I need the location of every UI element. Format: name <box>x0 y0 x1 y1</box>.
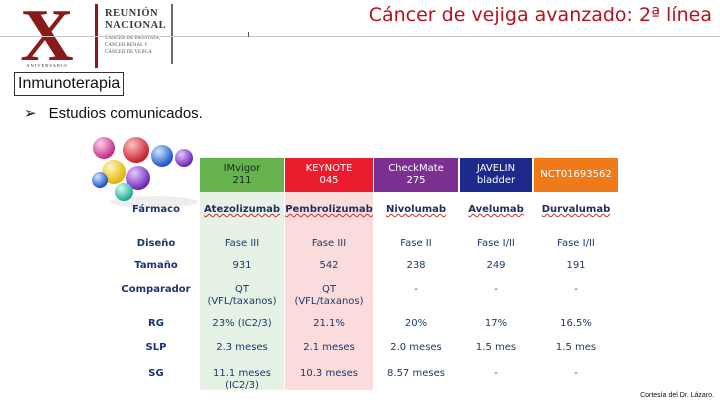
table-cell-drug: Avelumab <box>468 204 524 215</box>
trial-column <box>200 158 284 390</box>
cell-line: 11.1 meses <box>213 368 271 379</box>
trial-header-line: CheckMate <box>388 163 444 174</box>
roman-numeral-x-logo: X <box>20 2 73 64</box>
trial-column <box>534 158 618 390</box>
trial-header-line: bladder <box>476 175 516 186</box>
table-cell-size: 542 <box>319 260 339 271</box>
table-cell-sg: - <box>534 368 618 380</box>
trial-column <box>285 158 373 390</box>
table-cell-slp: 1.5 mes <box>555 342 597 353</box>
cell-line: - <box>494 368 498 379</box>
table-cell-drug: Atezolizumab <box>203 204 281 215</box>
table-cell-sg: 11.1 meses (IC2/3) <box>200 368 284 392</box>
image-credit: Cortesía del Dr. Lázaro. <box>640 392 714 399</box>
bullet-text: Estudios comunicados. <box>48 104 203 122</box>
trial-header-line: KEYNOTE <box>305 163 353 174</box>
table-cell-rg: 20% <box>404 318 428 329</box>
table-cell-design: Fase II <box>400 238 432 249</box>
table-cell-comparator: - <box>534 284 618 296</box>
table-cell-rg: 17% <box>484 318 508 329</box>
table-cell-comparator: QT (VFL/taxanos) <box>200 284 284 308</box>
table-cell-sg: 10.3 meses <box>285 368 373 380</box>
table-cell-comparator: - <box>374 284 458 296</box>
trial-header-line: JAVELIN <box>476 163 516 174</box>
svg-text:X: X <box>20 2 73 64</box>
table-cell-design: Fase I/II <box>477 238 515 249</box>
table-cell-size: 238 <box>406 260 426 271</box>
trial-header: IMvigor 211 <box>200 158 284 192</box>
table-cell-design: Fase III <box>224 238 260 249</box>
trial-header: NCT01693562 <box>534 158 618 192</box>
table-cell-size: 249 <box>486 260 506 271</box>
trial-header-line: 275 <box>406 175 426 186</box>
trial-header: JAVELIN bladder <box>460 158 532 192</box>
table-cell-sg: 8.57 meses <box>374 368 458 380</box>
row-label: Tamaño <box>134 260 178 271</box>
trials-comparison-table: Fármaco Diseño Tamaño Comparador RG SLP SG IMvi… <box>112 158 620 392</box>
trial-header-line: 211 <box>232 175 252 186</box>
table-cell-design: Fase I/II <box>557 238 595 249</box>
trial-column <box>460 158 532 390</box>
row-label: RG <box>148 318 164 329</box>
table-cell-size: 191 <box>566 260 586 271</box>
row-label: Comparador <box>121 284 191 295</box>
trial-header-line: NCT01693562 <box>540 169 612 180</box>
table-cell-sg: - <box>460 368 532 380</box>
table-cell-rg: 16.5% <box>560 318 592 329</box>
trial-header: CheckMate 275 <box>374 158 458 192</box>
cell-line: 8.57 meses <box>387 368 445 379</box>
row-label: Diseño <box>136 238 176 249</box>
logo-subtitle: CÁNCER DE PRÓSTATA, CÁNCER RENAL Y CÁNCE… <box>105 36 161 55</box>
table-cell-design: Fase III <box>311 238 347 249</box>
table-cell-slp: 2.1 meses <box>303 342 355 353</box>
trial-header: KEYNOTE 045 <box>285 158 373 192</box>
reunion-nacional-logo: X ANIVERSARIO REUNIÓN NACIONAL CÁNCER DE… <box>4 2 180 72</box>
table-cell-drug: Pembrolizumab <box>285 204 373 215</box>
page-title: Cáncer de vejiga avanzado: 2ª línea <box>368 4 712 26</box>
header-tick-mark <box>248 32 249 37</box>
trial-column <box>374 158 458 390</box>
row-label: SLP <box>145 342 167 353</box>
cell-line: - <box>414 284 418 295</box>
cell-line: - <box>574 368 578 379</box>
table-cell-slp: 2.0 meses <box>390 342 442 353</box>
cell-line: (VFL/taxanos) <box>294 296 364 307</box>
table-cell-comparator: - <box>460 284 532 296</box>
bullet-point: ➢ Estudios comunicados. <box>24 104 203 123</box>
logo-anniversary-text: ANIVERSARIO <box>26 63 68 68</box>
cell-line: - <box>574 284 578 295</box>
logo-title: REUNIÓN NACIONAL <box>105 8 167 31</box>
cell-line: (VFL/taxanos) <box>207 296 277 307</box>
table-cell-slp: 2.3 meses <box>216 342 268 353</box>
table-cell-size: 931 <box>232 260 252 271</box>
logo-end-divider <box>171 4 173 64</box>
table-cell-drug: Durvalumab <box>541 204 611 215</box>
trial-header-line: 045 <box>319 175 339 186</box>
cell-line: QT <box>322 284 336 295</box>
table-cell-rg: 23% (IC2/3) <box>212 318 272 329</box>
table-cell-rg: 21.1% <box>313 318 345 329</box>
row-label: Fármaco <box>132 204 180 215</box>
cell-line: - <box>494 284 498 295</box>
decorative-spheres-image <box>92 137 198 208</box>
table-cell-comparator: QT (VFL/taxanos) <box>285 284 373 308</box>
cell-line: 10.3 meses <box>300 368 358 379</box>
table-cell-slp: 1.5 mes <box>475 342 517 353</box>
trial-header-line: IMvigor <box>223 163 261 174</box>
header-rule <box>0 36 720 37</box>
arrow-bullet-icon: ➢ <box>24 105 37 122</box>
section-label: Inmunoterapia <box>14 72 125 96</box>
cell-line: (IC2/3) <box>225 380 259 391</box>
row-label: SG <box>148 368 164 379</box>
cell-line: QT <box>235 284 249 295</box>
table-cell-drug: Nivolumab <box>385 204 447 215</box>
